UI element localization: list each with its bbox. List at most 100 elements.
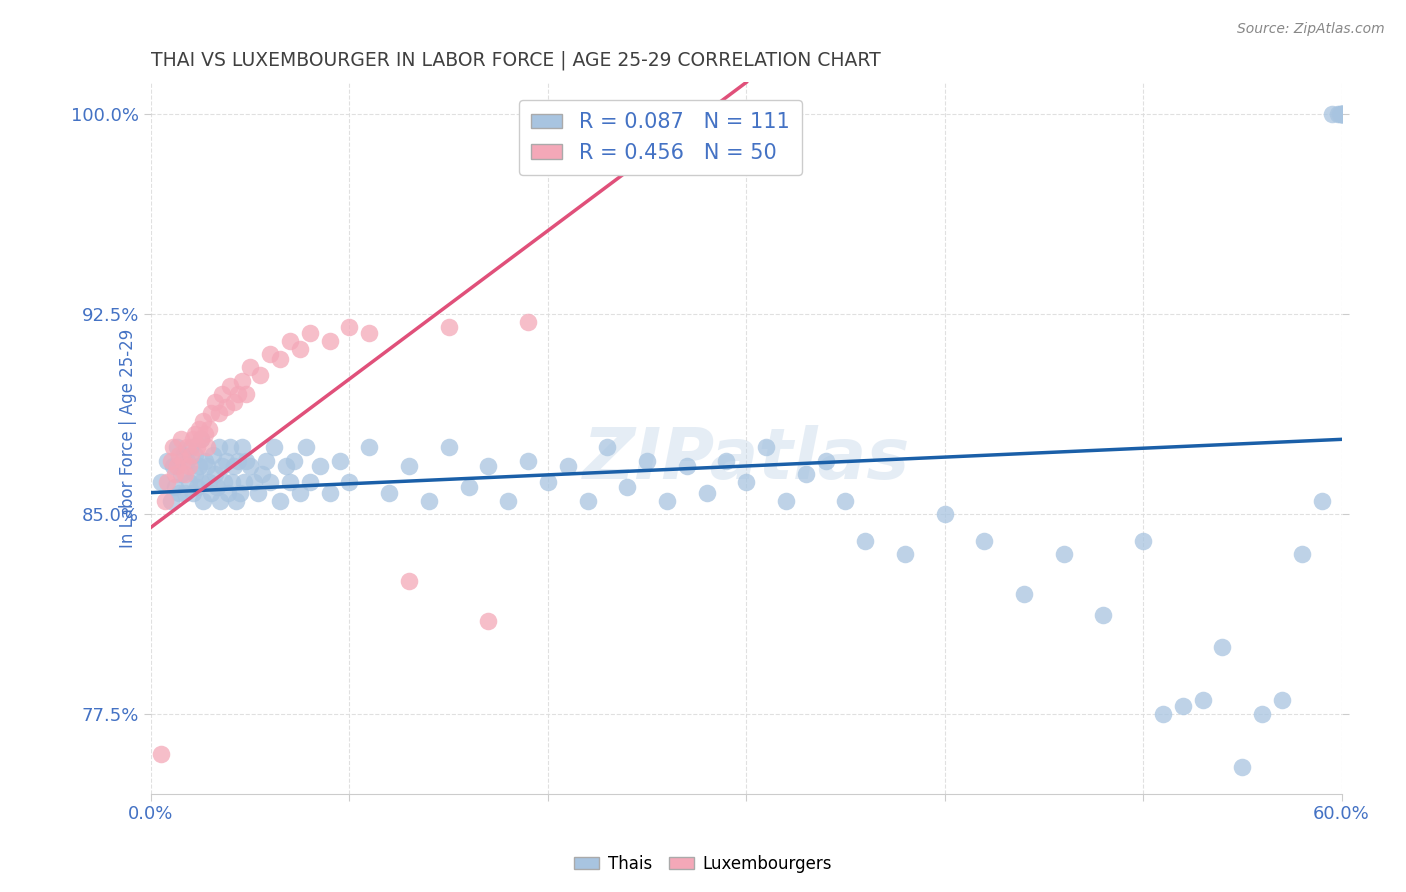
Point: [205, 480, 228, 494]
Point: [814, 453, 837, 467]
Point: [359, 440, 381, 454]
Point: [1132, 533, 1154, 548]
Point: [191, 414, 214, 428]
Point: [318, 334, 340, 348]
Point: [259, 475, 281, 489]
Point: [231, 440, 253, 454]
Point: [173, 467, 195, 481]
Point: [517, 453, 540, 467]
Point: [576, 107, 599, 121]
Point: [696, 485, 718, 500]
Point: [190, 475, 212, 489]
Point: [187, 458, 209, 473]
Point: [211, 458, 233, 473]
Point: [177, 458, 200, 473]
Point: [181, 433, 204, 447]
Legend: R = 0.087   N = 111, R = 0.456   N = 50: R = 0.087 N = 111, R = 0.456 N = 50: [519, 100, 803, 176]
Point: [177, 475, 200, 489]
Point: [636, 107, 658, 121]
Point: [1329, 107, 1351, 121]
Point: [233, 475, 256, 489]
Point: [537, 475, 560, 489]
Point: [1053, 547, 1076, 561]
Point: [973, 533, 995, 548]
Point: [167, 448, 190, 462]
Point: [235, 387, 257, 401]
Point: [1330, 107, 1353, 121]
Point: [194, 427, 217, 442]
Point: [278, 475, 301, 489]
Point: [328, 453, 350, 467]
Point: [228, 387, 250, 401]
Point: [166, 440, 188, 454]
Point: [224, 395, 246, 409]
Point: [596, 440, 619, 454]
Point: [172, 453, 194, 467]
Point: [231, 374, 253, 388]
Point: [162, 458, 184, 473]
Point: [775, 493, 797, 508]
Point: [298, 475, 321, 489]
Point: [243, 475, 266, 489]
Point: [191, 493, 214, 508]
Point: [418, 493, 440, 508]
Point: [186, 440, 208, 454]
Point: [655, 493, 678, 508]
Point: [675, 458, 697, 473]
Point: [217, 485, 239, 500]
Point: [834, 493, 856, 508]
Point: [295, 440, 318, 454]
Point: [1271, 693, 1294, 707]
Point: [221, 475, 243, 489]
Point: [170, 433, 193, 447]
Point: [204, 395, 226, 409]
Point: [616, 480, 638, 494]
Point: [716, 453, 738, 467]
Point: [163, 467, 186, 481]
Point: [250, 467, 273, 481]
Point: [209, 493, 232, 508]
Point: [228, 453, 250, 467]
Point: [853, 533, 876, 548]
Point: [160, 453, 183, 467]
Point: [190, 433, 212, 447]
Point: [278, 334, 301, 348]
Point: [269, 493, 291, 508]
Point: [477, 458, 499, 473]
Point: [1320, 107, 1343, 121]
Point: [1310, 493, 1333, 508]
Point: [398, 574, 420, 588]
Legend: Thais, Luxembourgers: Thais, Luxembourgers: [568, 848, 838, 880]
Point: [195, 440, 218, 454]
Point: [1330, 107, 1353, 121]
Point: [696, 107, 718, 121]
Point: [176, 453, 198, 467]
Point: [219, 440, 242, 454]
Point: [437, 320, 460, 334]
Point: [263, 440, 285, 454]
Point: [794, 467, 817, 481]
Point: [1171, 698, 1194, 713]
Point: [156, 453, 179, 467]
Text: THAI VS LUXEMBOURGER IN LABOR FORCE | AGE 25-29 CORRELATION CHART: THAI VS LUXEMBOURGER IN LABOR FORCE | AG…: [150, 51, 880, 70]
Point: [187, 422, 209, 436]
Point: [1330, 107, 1353, 121]
Point: [200, 485, 222, 500]
Point: [239, 458, 262, 473]
Point: [359, 326, 381, 340]
Point: [172, 448, 194, 462]
Point: [1330, 107, 1353, 121]
Point: [437, 440, 460, 454]
Point: [1326, 107, 1348, 121]
Point: [1232, 760, 1254, 774]
Point: [183, 448, 205, 462]
Point: [894, 547, 917, 561]
Point: [1211, 640, 1233, 655]
Point: [149, 747, 172, 761]
Point: [225, 493, 247, 508]
Point: [308, 458, 330, 473]
Point: [1330, 107, 1353, 121]
Point: [207, 406, 229, 420]
Point: [239, 360, 262, 375]
Point: [153, 493, 176, 508]
